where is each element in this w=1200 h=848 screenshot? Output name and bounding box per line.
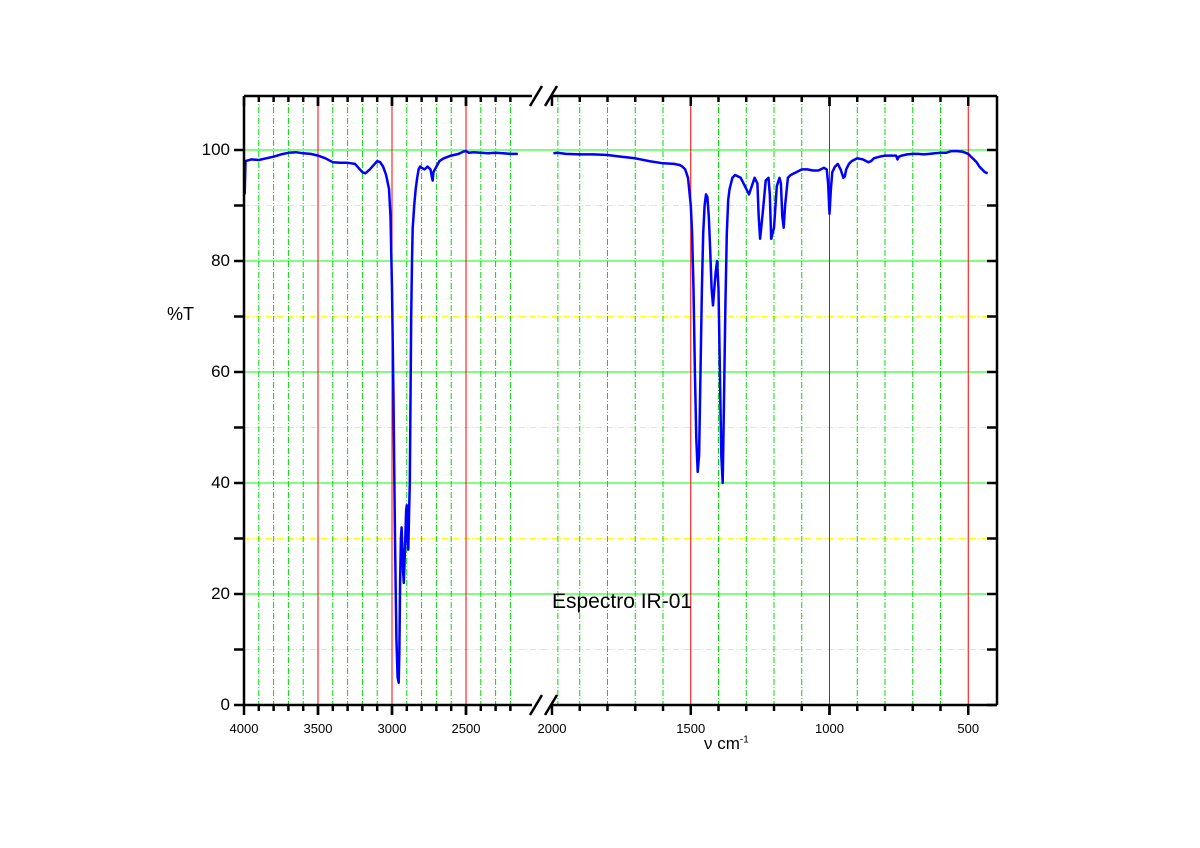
axes (234, 85, 999, 716)
x-axis-label-text: ν cm (704, 734, 740, 753)
x-tick-label: 500 (957, 721, 980, 736)
x-tick-label: 3000 (377, 721, 407, 736)
x-axis-label: ν cm-1 (704, 734, 749, 754)
y-tick-label: 40 (211, 473, 230, 492)
x-tick-label: 2500 (451, 721, 481, 736)
x-tick-label: 4000 (229, 721, 259, 736)
x-tick-label: 1000 (815, 721, 844, 736)
y-tick-label: 100 (201, 140, 230, 159)
grid-lines (244, 96, 997, 705)
x-axis-label-superscript: -1 (739, 734, 749, 746)
y-tick-label: 60 (211, 362, 230, 381)
x-tick-label: 2000 (537, 721, 567, 736)
y-tick-label: 80 (211, 251, 230, 270)
y-tick-label: 0 (220, 695, 230, 714)
x-tick-label: 1500 (676, 721, 706, 736)
spectrum-line (243, 149, 989, 685)
x-tick-label: 3500 (303, 721, 333, 736)
y-tick-label: 20 (211, 584, 230, 603)
chart-annotation: Espectro IR-01 (552, 590, 693, 613)
y-axis-label: %T (167, 304, 194, 324)
